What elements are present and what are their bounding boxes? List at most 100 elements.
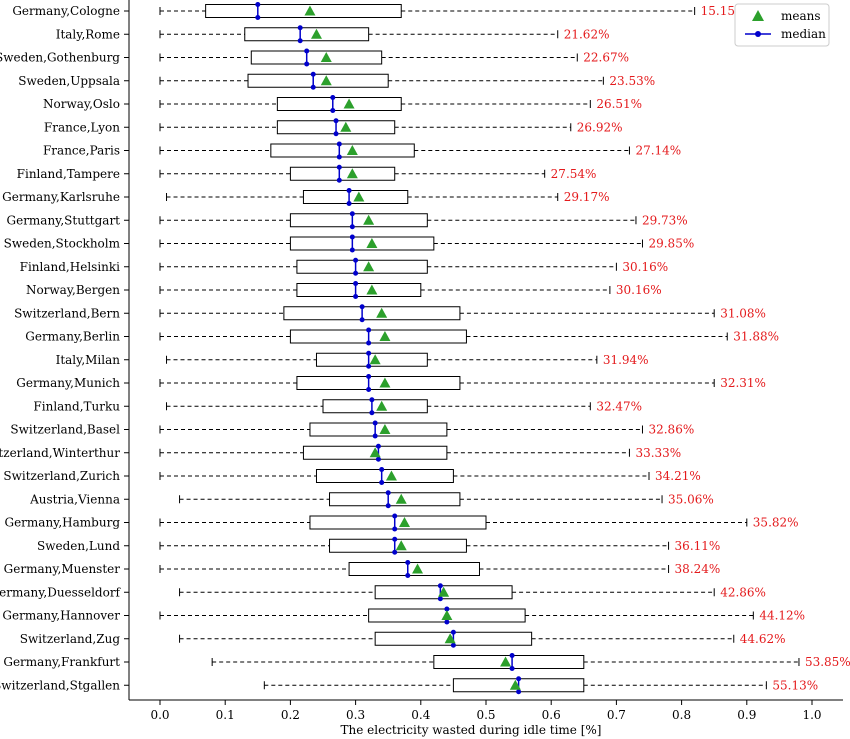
category-label: Germany,Hamburg — [4, 516, 120, 530]
percentage-label: 55.13% — [772, 678, 818, 692]
percentage-label: 44.62% — [740, 632, 786, 646]
percentage-label: 30.16% — [616, 283, 662, 297]
x-axis-title: The electricity wasted during idle time … — [341, 723, 602, 737]
median-marker-top — [366, 350, 372, 356]
median-marker-bottom — [336, 177, 342, 183]
percentage-label: 42.86% — [720, 585, 766, 599]
box-row: 53.85% — [211, 653, 850, 671]
mean-marker — [320, 75, 332, 86]
median-marker-bottom — [450, 642, 456, 648]
legend-median-label: median — [781, 27, 826, 41]
iqr-box — [250, 50, 383, 65]
box-row: 31.94% — [166, 350, 649, 369]
mean-marker — [395, 540, 407, 551]
mean-marker — [363, 214, 375, 225]
box-row: 35.82% — [159, 513, 799, 532]
median-marker-top — [444, 606, 450, 612]
median-marker-top — [346, 188, 352, 193]
percentage-label: 21.62% — [564, 27, 610, 41]
x-tick-label: 0.6 — [542, 708, 561, 722]
category-label: Germany,Munich — [16, 376, 120, 390]
mean-marker — [363, 261, 375, 272]
median-marker-bottom — [359, 317, 365, 323]
median-marker-top — [330, 95, 336, 100]
median-marker-top — [509, 653, 515, 658]
iqr-box — [309, 422, 448, 437]
percentage-label: 53.85% — [805, 655, 850, 669]
median-marker-top — [392, 536, 398, 542]
x-tick-label: 0.3 — [346, 708, 365, 722]
box-row: 36.11% — [159, 536, 721, 555]
legend-means-marker — [752, 10, 764, 21]
median-marker-top — [353, 281, 359, 286]
percentage-label: 27.54% — [551, 167, 597, 181]
median-marker-bottom — [405, 573, 411, 578]
percentage-label: 33.33% — [635, 446, 681, 460]
mean-marker — [379, 331, 391, 341]
percentage-label: 36.11% — [675, 539, 721, 553]
box-row: 32.47% — [166, 397, 642, 416]
category-label: Germany,Frankfurt — [3, 655, 120, 669]
box-row: 26.92% — [159, 118, 623, 137]
median-marker-top — [385, 490, 391, 496]
category-label: Sweden,Gothenburg — [0, 51, 120, 65]
category-label: Finland,Tampere — [17, 167, 120, 181]
box-row: 32.86% — [159, 420, 694, 439]
category-label: Switzerland,Bern — [14, 306, 120, 320]
category-label: Norway,Oslo — [43, 97, 120, 111]
mean-marker — [379, 424, 391, 434]
mean-marker — [395, 493, 407, 504]
mean-marker — [379, 377, 391, 388]
median-marker-top — [336, 141, 342, 147]
y-axis: Germany,Cologne Italy,Rome Sweden,Gothenbu… — [0, 0, 130, 700]
median-marker-bottom — [437, 596, 443, 602]
x-tick-label: 1.0 — [802, 708, 821, 722]
iqr-box — [244, 27, 370, 42]
median-marker-bottom — [346, 201, 352, 206]
median-marker-bottom — [297, 38, 303, 44]
category-label: Germany,Karlsruhe — [2, 190, 120, 204]
median-marker-bottom — [353, 294, 359, 299]
category-label: Italy,Rome — [56, 27, 120, 41]
median-marker-bottom — [333, 131, 339, 137]
box-row: 31.88% — [159, 327, 779, 346]
mean-marker — [369, 447, 381, 458]
mean-marker — [509, 679, 521, 690]
iqr-box — [205, 4, 402, 18]
median-marker-bottom — [366, 387, 372, 392]
category-label: Austria,Vienna — [29, 492, 120, 506]
median-marker-top — [437, 583, 443, 589]
iqr-box — [329, 492, 461, 507]
percentage-label: 31.08% — [720, 306, 766, 320]
box-row: 44.62% — [179, 629, 786, 648]
box-row: 32.31% — [159, 374, 766, 392]
box-row: 29.73% — [159, 211, 688, 230]
median-marker-bottom — [516, 689, 522, 695]
category-label: Switzerland,Stgallen — [0, 678, 120, 692]
percentage-label: 26.51% — [596, 97, 642, 111]
median-marker-top — [516, 676, 522, 682]
percentage-label: 31.88% — [733, 330, 779, 344]
legend-median-marker — [755, 31, 761, 37]
box-row: 26.51% — [159, 95, 642, 113]
x-tick-label: 0.1 — [216, 708, 235, 722]
box-row: 22.67% — [159, 48, 629, 67]
legend: means median — [734, 3, 830, 47]
mean-marker — [310, 28, 322, 39]
category-label: Germany,Stuttgart — [7, 213, 121, 227]
category-label: France,Lyon — [44, 120, 120, 134]
iqr-box — [374, 585, 513, 600]
median-marker-bottom — [369, 410, 375, 416]
percentage-label: 29.17% — [564, 190, 610, 204]
mean-marker — [369, 354, 381, 365]
category-label: Finland,Helsinki — [20, 260, 121, 274]
median-marker-top — [349, 211, 355, 217]
box-row: 27.14% — [159, 141, 681, 160]
median-marker-top — [333, 118, 339, 124]
median-marker-top — [353, 257, 359, 263]
box-row: 30.16% — [159, 257, 668, 276]
iqr-box — [289, 213, 428, 228]
category-label: Switzerland,Zug — [20, 632, 121, 646]
median-marker-top — [310, 71, 316, 77]
iqr-box — [289, 166, 396, 181]
